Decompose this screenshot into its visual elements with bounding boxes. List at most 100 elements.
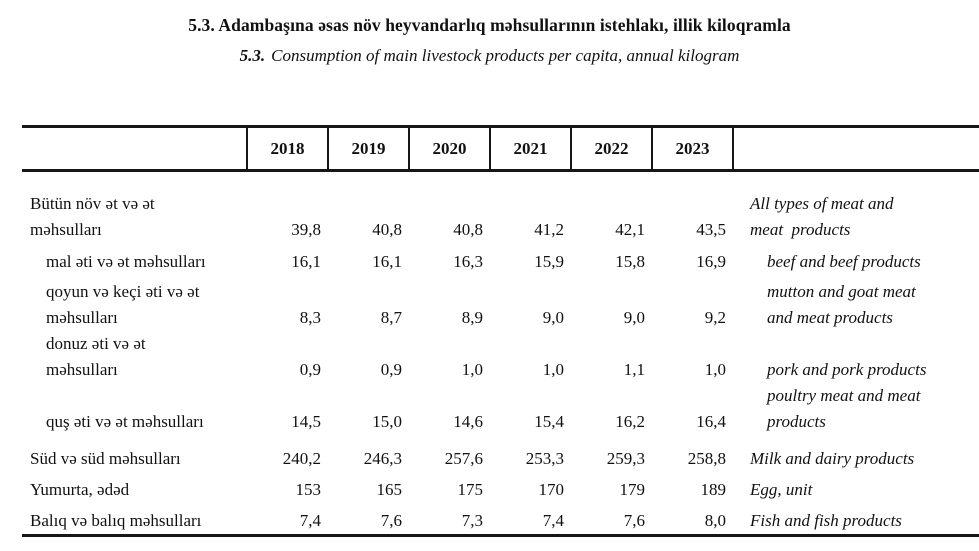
header-year-2020: 2020 xyxy=(408,126,490,171)
table-row-milk: Süd və süd məhsulları 240,2 246,3 257,6 … xyxy=(22,435,979,472)
value-cell: 7,6 xyxy=(623,511,645,530)
table-row-all-meat: Bütün növ ət və ət məhsulları 39,8 40,8 … xyxy=(22,171,979,243)
row-label-az-line: mal əti və ət məhsulları xyxy=(46,251,206,271)
row-label-en-line: beef and beef products xyxy=(767,251,921,271)
value-cell: 0,9 xyxy=(299,359,321,379)
value-cell: 15,8 xyxy=(615,251,645,271)
row-label-en-line: poultry meat and meat xyxy=(767,385,921,405)
row-label-az: qoyun və keçi əti və ət məhsulları xyxy=(22,275,247,331)
value-cell: 253,3 xyxy=(525,448,564,468)
value-cell: 39,8 xyxy=(291,219,321,239)
value-cell: 41,2 xyxy=(534,219,564,239)
table-row-fish: Balıq və balıq məhsulları 7,4 7,6 7,3 7,… xyxy=(22,503,979,536)
row-label-en-line: and meat products xyxy=(767,307,893,327)
row-label-en-line: meat products xyxy=(750,219,851,239)
value-cell: 14,5 xyxy=(291,411,321,431)
page-title-en-number: 5.3. xyxy=(239,46,266,65)
table-row-poultry: quş əti və ət məhsulları 14,5 15,0 14,6 … xyxy=(22,383,979,435)
value-cell: 9,2 xyxy=(704,307,726,327)
value-cell: 7,6 xyxy=(380,511,402,530)
value-cell: 258,8 xyxy=(687,448,726,468)
value-cell: 16,1 xyxy=(372,251,402,271)
row-label-az-line: donuz əti və ət xyxy=(46,333,146,353)
row-label-az-line: məhsulları xyxy=(46,307,118,327)
value-cell: 15,0 xyxy=(372,411,402,431)
value-cell: 14,6 xyxy=(453,411,483,431)
value-cell: 7,4 xyxy=(542,511,564,530)
header-year-2019: 2019 xyxy=(327,126,409,171)
header-year-2021: 2021 xyxy=(489,126,571,171)
value-cell: 8,0 xyxy=(704,511,726,530)
row-label-az-line: quş əti və ət məhsulları xyxy=(46,411,204,431)
row-label-en-line: pork and pork products xyxy=(767,359,927,379)
row-label-az: Süd və süd məhsulları xyxy=(22,435,247,472)
table-row-mutton-goat: qoyun və keçi əti və ət məhsulları 8,3 8… xyxy=(22,275,979,331)
value-cell: 246,3 xyxy=(363,448,402,468)
value-cell: 7,4 xyxy=(299,511,321,530)
row-label-az-line: məhsulları xyxy=(46,359,118,379)
value-cell: 165 xyxy=(376,479,403,499)
table-row-pork: donuz əti və ət məhsulları 0,9 0,9 1,0 1… xyxy=(22,331,979,383)
value-cell: 179 xyxy=(619,479,646,499)
value-cell: 9,0 xyxy=(542,307,564,327)
value-cell: 0,9 xyxy=(380,359,402,379)
title-block: 5.3. Adambaşına əsas növ heyvandarlıq mə… xyxy=(0,13,979,67)
row-label-en: poultry meat and meat products xyxy=(733,383,979,435)
row-label-en-line: mutton and goat meat xyxy=(767,281,916,301)
row-label-az-line: Yumurta, ədəd xyxy=(30,479,130,499)
row-label-en-line: All types of meat and xyxy=(750,193,894,213)
row-label-en-line: Fish and fish products xyxy=(750,511,902,530)
value-cell: 259,3 xyxy=(606,448,645,468)
row-label-az-line: məhsulları xyxy=(30,219,102,239)
header-cell-en-empty xyxy=(732,126,979,171)
value-cell: 170 xyxy=(538,479,565,499)
row-label-az: Yumurta, ədəd xyxy=(22,472,247,503)
row-label-en: pork and pork products xyxy=(733,331,979,383)
row-label-az-line: Süd və süd məhsulları xyxy=(30,448,181,468)
page-title-en: 5.3. Consumption of main livestock produc… xyxy=(0,44,979,67)
consumption-table: 2018 2019 2020 2021 2022 2023 Bütün növ … xyxy=(22,125,979,537)
value-cell: 40,8 xyxy=(372,219,402,239)
row-label-az: Balıq və balıq məhsulları xyxy=(22,503,247,536)
value-cell: 1,0 xyxy=(704,359,726,379)
value-cell: 8,9 xyxy=(461,307,483,327)
row-label-az: mal əti və ət məhsulları xyxy=(22,243,247,275)
table-row-egg: Yumurta, ədəd 153 165 175 170 179 189 Eg… xyxy=(22,472,979,503)
value-cell: 42,1 xyxy=(615,219,645,239)
row-label-en-line: Milk and dairy products xyxy=(750,448,915,468)
row-label-en: All types of meat and meat products xyxy=(733,171,979,243)
row-label-en: Egg, unit xyxy=(733,472,979,503)
row-label-en-line: Egg, unit xyxy=(750,479,813,499)
value-cell: 16,2 xyxy=(615,411,645,431)
header-cell-az-empty xyxy=(22,127,247,171)
value-cell: 240,2 xyxy=(282,448,321,468)
header-year-2018: 2018 xyxy=(246,126,328,171)
value-cell: 153 xyxy=(295,479,322,499)
value-cell: 43,5 xyxy=(696,219,726,239)
row-label-en: Fish and fish products xyxy=(733,503,979,536)
value-cell: 1,0 xyxy=(542,359,564,379)
row-label-az: donuz əti və ət məhsulları xyxy=(22,331,247,383)
value-cell: 15,4 xyxy=(534,411,564,431)
value-cell: 175 xyxy=(457,479,484,499)
page-title-az: 5.3. Adambaşına əsas növ heyvandarlıq mə… xyxy=(188,15,791,35)
value-cell: 16,3 xyxy=(453,251,483,271)
row-label-az-line: Bütün növ ət və ət xyxy=(30,193,155,213)
value-cell: 1,1 xyxy=(623,359,645,379)
row-label-az-line: Balıq və balıq məhsulları xyxy=(30,511,202,530)
header-year-2023: 2023 xyxy=(651,126,733,171)
row-label-en: mutton and goat meat and meat products xyxy=(733,275,979,331)
header-year-2022: 2022 xyxy=(570,126,652,171)
row-label-az: quş əti və ət məhsulları xyxy=(22,383,247,435)
year-header-row: 2018 2019 2020 2021 2022 2023 xyxy=(22,126,979,171)
row-label-en-line: products xyxy=(767,411,826,431)
row-label-az: Bütün növ ət və ət məhsulları xyxy=(22,171,247,243)
value-cell: 9,0 xyxy=(623,307,645,327)
value-cell: 8,7 xyxy=(380,307,402,327)
row-label-az-line: qoyun və keçi əti və ət xyxy=(46,281,200,301)
row-label-en: beef and beef products xyxy=(733,243,979,275)
value-cell: 40,8 xyxy=(453,219,483,239)
page-title-en-text: Consumption of main livestock products p… xyxy=(271,46,740,65)
value-cell: 7,3 xyxy=(461,511,483,530)
